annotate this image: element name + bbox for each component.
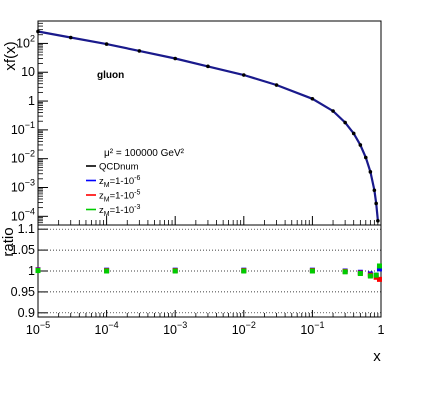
series-point-qcdnum xyxy=(358,143,363,147)
series-point-qcdnum xyxy=(372,188,377,193)
ratio-series xyxy=(35,263,382,282)
y-tick-label-bottom: 0.9 xyxy=(18,306,35,320)
x-tick-label: 10−2 xyxy=(232,320,256,337)
scale-label: μ² = 100000 GeV² xyxy=(104,148,185,159)
y-tick-label-top: 10−2 xyxy=(11,149,35,166)
y-tick-label-top: 1 xyxy=(28,94,35,108)
series-point-qcdnum xyxy=(363,155,368,160)
ratio-point xyxy=(342,269,348,275)
series-point-qcdnum xyxy=(274,83,279,87)
y-tick-label-top: 10 xyxy=(21,65,35,79)
gluon-label: gluon xyxy=(97,70,124,81)
series-point-qcdnum xyxy=(374,201,378,206)
y-tick-label-bottom: 0.95 xyxy=(11,285,35,299)
series-point-qcdnum xyxy=(310,96,315,101)
series-point-qcdnum xyxy=(104,42,109,46)
y-tick-label-top: 102 xyxy=(16,33,35,50)
series-point-qcdnum xyxy=(368,170,373,174)
series-point-qcdnum xyxy=(343,120,347,125)
y-tick-label-top: 10−3 xyxy=(11,178,35,195)
legend-label: zM=1-10-6 xyxy=(99,175,140,189)
y-axis-title-bottom: ratio xyxy=(0,227,17,256)
legend-label: zM=1-10-5 xyxy=(99,190,140,204)
y-tick-label-bottom: 1.1 xyxy=(18,222,35,236)
ratio-point xyxy=(35,268,41,274)
y-tick-label-bottom: 1.05 xyxy=(11,243,35,257)
ratio-point xyxy=(373,272,379,278)
series-point-qcdnum xyxy=(206,64,210,69)
ratio-point xyxy=(241,268,247,274)
series-point-qcdnum xyxy=(376,218,380,223)
series-point-qcdnum xyxy=(242,73,246,77)
x-tick-label: 10−4 xyxy=(95,320,119,337)
y-tick-label-top: 10−1 xyxy=(11,120,35,137)
ratio-point xyxy=(376,266,382,272)
ratio-point xyxy=(376,276,382,282)
series-point-qcdnum xyxy=(68,35,73,40)
series-line-qcdnum xyxy=(37,30,379,221)
ratio-point xyxy=(172,268,178,274)
legend-label: zM=1-10-3 xyxy=(99,204,140,218)
y-tick-label-bottom: 1 xyxy=(28,264,35,278)
x-tick-label: 10−5 xyxy=(26,320,50,337)
ratio-point xyxy=(376,263,382,269)
series-point-qcdnum xyxy=(331,109,335,113)
ratio-point xyxy=(104,268,110,274)
y-tick-label-top: 10−4 xyxy=(11,206,35,223)
series-point-qcdnum xyxy=(351,131,356,136)
ratio-point xyxy=(357,271,363,277)
top-series xyxy=(36,29,380,223)
x-axis-title: x xyxy=(373,348,381,365)
series-point-qcdnum xyxy=(173,56,177,61)
ratio-gridlines: 1.1 1.05 1 0.95 0.9 xyxy=(11,222,381,320)
legend-label: QCDnum xyxy=(99,162,139,173)
series-point-qcdnum xyxy=(137,49,142,53)
x-tick-label: 10−1 xyxy=(300,320,324,337)
x-tick-label: 1 xyxy=(378,323,385,337)
ratio-point xyxy=(367,273,373,279)
ratio-point xyxy=(309,268,315,274)
x-tick-label: 10−3 xyxy=(163,320,187,337)
series-point-qcdnum xyxy=(36,29,40,34)
legend: QCDnum zM=1-10-6zM=1-10-5zM=1-10-3 xyxy=(86,162,140,218)
y-axis-title-top: xf(x) xyxy=(2,41,19,70)
